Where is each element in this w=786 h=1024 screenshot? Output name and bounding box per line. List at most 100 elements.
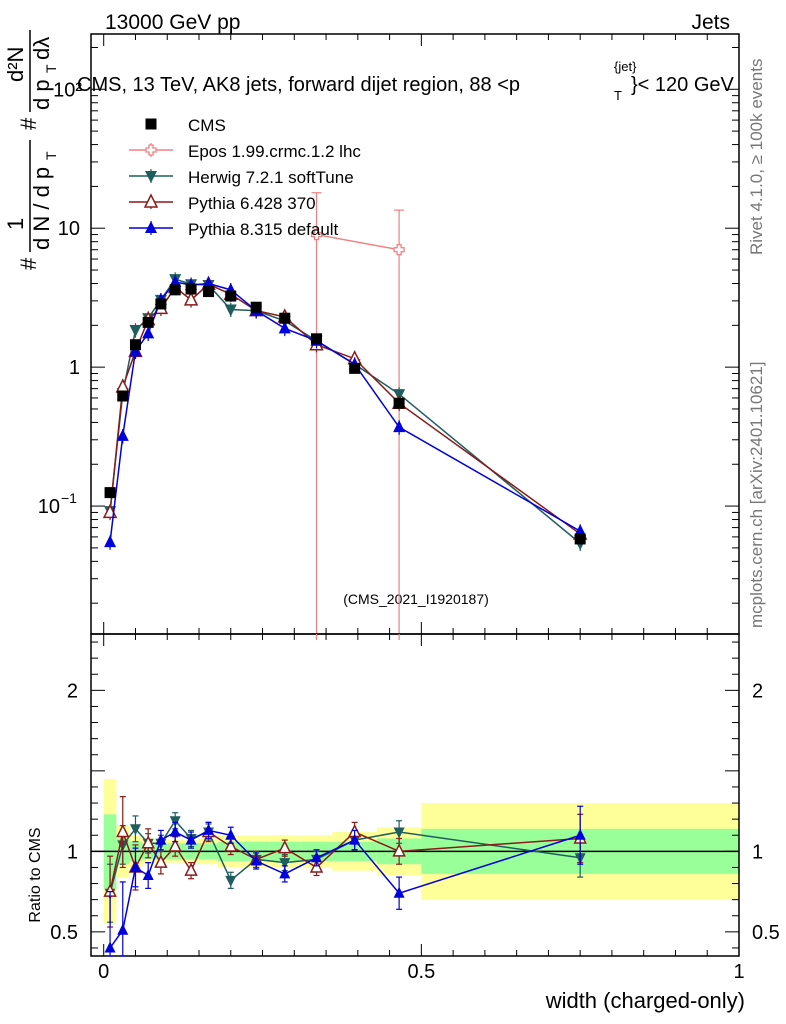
marker-triangle-up	[117, 923, 129, 935]
series-data	[104, 283, 586, 545]
marker-triangle-open	[154, 854, 168, 868]
marker-triangle-down	[279, 858, 291, 870]
chart-title-sup: {jet}	[614, 59, 637, 74]
x-tick-label: 0.5	[407, 961, 435, 983]
svg-text:1: 1	[3, 218, 28, 230]
category-label: Jets	[691, 11, 730, 34]
marker-cross	[145, 144, 157, 156]
chart-title-sub: T	[614, 88, 622, 103]
marker-triangle-up	[145, 221, 157, 233]
mcplots-label: mcplots.cern.ch [arXiv:2401.10621]	[747, 362, 766, 628]
ratio-y-tick-label-right: 1	[752, 841, 763, 863]
rivet-label: Rivet 4.1.0, ≥ 100k events	[747, 59, 766, 255]
ratio-y-tick-label: 2	[67, 680, 78, 702]
ratio-series-3	[104, 805, 586, 957]
y-tick-label: 10	[38, 496, 60, 518]
series-2	[102, 275, 588, 542]
marker-triangle-up	[393, 886, 405, 898]
marker-square	[574, 533, 586, 545]
legend-label: Pythia 6.428 370	[188, 194, 316, 213]
marker-triangle-open	[115, 378, 130, 393]
series-line	[109, 281, 581, 543]
x-tick-label: 0	[98, 961, 109, 983]
ratio-panel: 0 0.5 1 0.5 0.5 1 1 2 2	[50, 633, 780, 983]
marker-triangle-down	[129, 325, 142, 338]
marker-triangle-open	[309, 859, 324, 873]
series-line	[109, 283, 581, 535]
marker-square	[185, 283, 197, 295]
chart-title: CMS, 13 TeV, AK8 jets, forward dijet reg…	[77, 74, 520, 96]
marker-triangle-up	[574, 524, 587, 537]
marker-triangle-down	[225, 875, 237, 887]
main-y-axis-label: # 1 d N / d p T # d²N d p T dλ	[3, 30, 59, 270]
marker-triangle-up	[142, 869, 154, 880]
marker-triangle-up	[225, 828, 237, 840]
legend-label-data: CMS	[188, 116, 226, 135]
marker-triangle-open	[184, 862, 198, 876]
ratio-y-tick-label-right: 2	[752, 680, 763, 702]
legend: CMS Epos 1.99.crmc.1.2 lhc Herwig 7.2.1 so…	[129, 116, 361, 239]
marker-square	[142, 316, 154, 328]
x-axis-label: width (charged-only)	[545, 988, 745, 1013]
marker-cross	[393, 244, 405, 256]
marker-triangle-down	[393, 827, 405, 839]
marker-square	[225, 290, 237, 302]
marker-triangle-open	[392, 843, 406, 857]
marker-triangle-up	[185, 833, 197, 845]
marker-triangle-up	[169, 825, 181, 837]
ratio-y-axis-label: Ratio to CMS	[27, 827, 44, 922]
legend-label: Herwig 7.2.1 softTune	[188, 168, 354, 187]
marker-triangle-up	[574, 828, 586, 840]
marker-cross	[310, 228, 323, 241]
svg-text:#: #	[16, 117, 41, 130]
svg-text:T: T	[43, 151, 59, 160]
marker-triangle-down	[129, 824, 141, 836]
marker-square	[250, 301, 262, 313]
marker-triangle-up	[142, 326, 155, 339]
svg-text:d p: d p	[29, 79, 54, 110]
svg-text:dλ: dλ	[29, 37, 54, 60]
legend-label: Epos 1.99.crmc.1.2 lhc	[188, 142, 361, 161]
marker-triangle-down	[145, 171, 157, 183]
marker-triangle-up	[349, 833, 361, 845]
marker-triangle-down	[224, 304, 237, 317]
svg-text:d²N: d²N	[3, 47, 28, 82]
svg-text:#: #	[16, 257, 41, 270]
ratio-frame	[90, 633, 740, 957]
ratio-y-tick-label-right: 0.5	[752, 922, 780, 944]
series-line	[109, 278, 581, 544]
x-tick-label: 1	[733, 961, 744, 983]
marker-triangle-open	[224, 838, 238, 852]
marker-triangle-up	[279, 867, 291, 879]
analysis-watermark: (CMS_2021_I1920187)	[343, 591, 489, 607]
series-line	[316, 233, 400, 251]
ratio-y-tick-label: 0.5	[50, 922, 78, 944]
marker-triangle-open	[278, 839, 292, 854]
svg-text:d N / d p: d N / d p	[29, 167, 54, 250]
marker-square	[279, 312, 291, 324]
y-tick-label-exp: −1	[61, 490, 77, 506]
marker-square	[117, 390, 129, 402]
marker-triangle-open	[168, 838, 182, 852]
marker-triangle-up	[155, 833, 167, 845]
ratio-series-0	[315, 634, 400, 640]
marker-triangle-up	[116, 428, 129, 441]
energy-label: 13000 GeV pp	[105, 11, 240, 34]
marker-triangle-up	[250, 854, 262, 866]
marker-triangle-up	[104, 941, 116, 953]
marker-triangle-open	[143, 193, 159, 208]
chart-title-end: }< 120 GeV	[631, 74, 735, 96]
marker-square	[393, 397, 405, 409]
marker-triangle-up	[278, 321, 291, 334]
marker-triangle-up	[129, 344, 142, 357]
marker-triangle-up	[203, 823, 215, 835]
marker-triangle-up	[104, 535, 117, 548]
marker-square	[311, 333, 323, 345]
marker-square	[129, 339, 141, 351]
marker-square	[203, 286, 215, 298]
marker-triangle-up	[202, 276, 215, 289]
y-tick-label: 1	[69, 357, 80, 379]
series-1	[104, 272, 587, 551]
